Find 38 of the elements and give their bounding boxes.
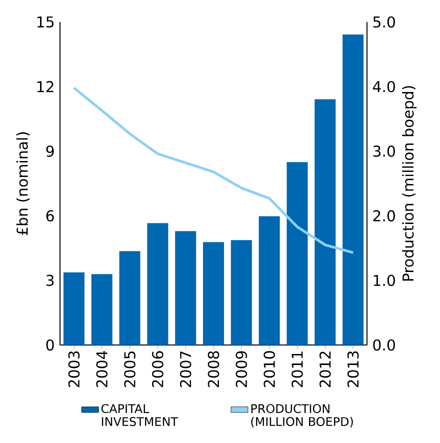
x-tick-label: 2005 xyxy=(124,351,136,388)
x-tick-label: 2009 xyxy=(236,351,248,388)
x-tick-label: 2008 xyxy=(208,351,220,388)
y-tick-label: 12 xyxy=(37,81,54,92)
x-tick-label: 2004 xyxy=(96,351,108,388)
x-tick-label: 2013 xyxy=(347,351,359,388)
legend-label: CAPITAL INVESTMENT xyxy=(101,404,178,426)
bar xyxy=(314,99,336,345)
y-tick-label: 15 xyxy=(37,16,54,28)
bar xyxy=(63,272,84,345)
y-tick-label: 9 xyxy=(46,146,54,157)
bar xyxy=(175,231,196,345)
bar xyxy=(230,240,252,345)
y2-tick-label: 3.0 xyxy=(373,146,395,157)
y-tick-label: 3 xyxy=(46,274,54,286)
y2-tick-label: 5.0 xyxy=(373,16,395,28)
x-tick-label: 2006 xyxy=(152,351,164,388)
x-tick-label: 2012 xyxy=(319,352,331,388)
x-tick-label: 2003 xyxy=(68,351,80,388)
y2-tick-label: 0.0 xyxy=(373,339,395,351)
bar xyxy=(203,242,224,345)
bar xyxy=(119,251,140,345)
y2-axis-title: Production (million boepd) xyxy=(402,86,417,281)
bar xyxy=(286,162,308,345)
legend-label: PRODUCTION (MILLION BOEPD) xyxy=(251,404,353,428)
y-axis-title: £bn (nominal) xyxy=(16,132,30,236)
x-tick-label: 2007 xyxy=(180,351,192,388)
x-tick-label: 2010 xyxy=(264,351,275,388)
y2-tick-label: 2.0 xyxy=(373,210,395,222)
bar xyxy=(147,223,168,345)
bar xyxy=(91,274,112,345)
x-tick-label: 2011 xyxy=(292,352,303,388)
y2-tick-label: 4.0 xyxy=(372,80,395,92)
bar xyxy=(258,216,280,345)
y-tick-label: 6 xyxy=(46,210,54,222)
y2-tick-label: 1.0 xyxy=(374,274,395,286)
y-tick-label: 0 xyxy=(46,339,54,351)
bar xyxy=(342,34,364,345)
